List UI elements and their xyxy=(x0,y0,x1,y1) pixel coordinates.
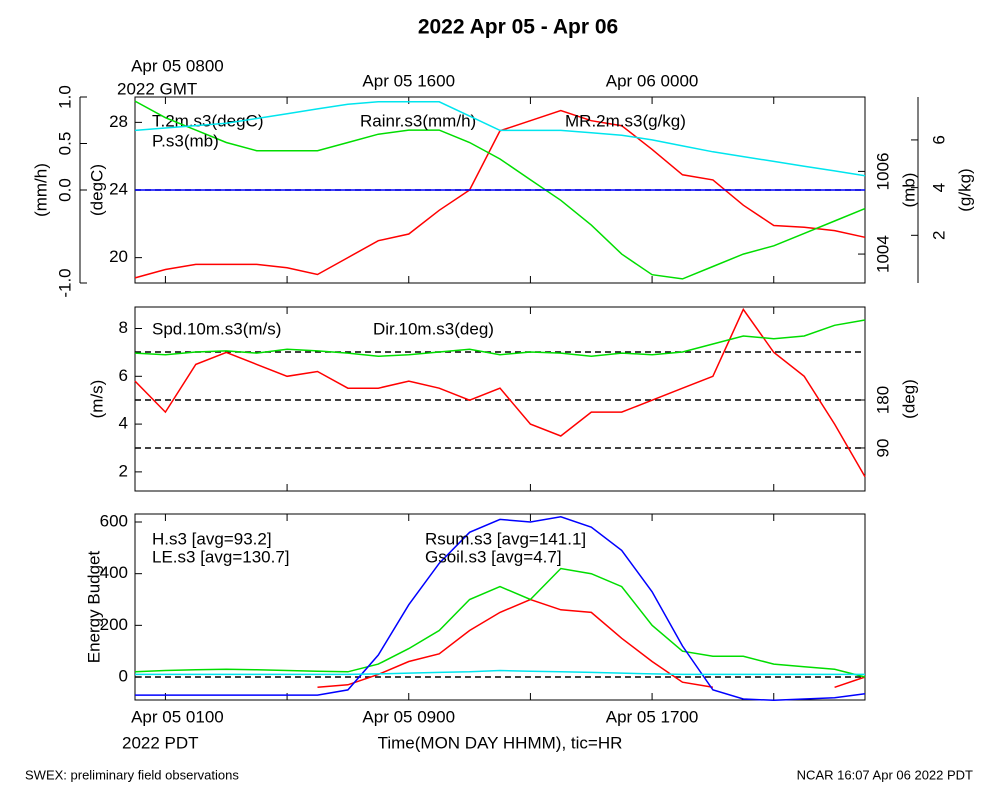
legend-label: Rsum.s3 [avg=141.1] xyxy=(425,529,586,548)
axis-label: (deg) xyxy=(899,379,918,419)
x2-tick-label: Apr 06 0000 xyxy=(606,71,699,90)
chart-title: 2022 Apr 05 - Apr 06 xyxy=(418,16,618,39)
legend-label: LE.s3 [avg=130.7] xyxy=(152,547,290,566)
legend-label: H.s3 [avg=93.2] xyxy=(152,529,272,548)
y-tick-label: 180 xyxy=(873,386,892,414)
axis-label: (mm/h) xyxy=(31,163,50,217)
x2-year: 2022 GMT xyxy=(117,79,197,98)
legend-label: Rainr.s3(mm/h) xyxy=(360,111,476,130)
y-tick-label: 1.0 xyxy=(55,85,74,109)
y-tick-label: 1006 xyxy=(873,152,892,190)
x-tick-label: Apr 05 0100 xyxy=(131,707,224,726)
series-line xyxy=(134,100,866,280)
series-line xyxy=(134,319,866,358)
x-axis-label: Time(MON DAY HHMM), tic=HR xyxy=(378,733,623,752)
y-tick-label: -1.0 xyxy=(55,268,74,297)
plot-frame xyxy=(134,513,866,701)
plot-frame xyxy=(134,306,866,492)
axis-label: Energy Budget xyxy=(84,550,103,663)
y-tick-label: 1004 xyxy=(873,235,892,273)
x-year: 2022 PDT xyxy=(122,733,199,752)
y-tick-label: 4 xyxy=(929,183,948,192)
y-tick-label: 6 xyxy=(119,366,128,385)
y-tick-label: 90 xyxy=(873,439,892,458)
legend-label: Spd.10m.s3(m/s) xyxy=(152,319,281,338)
axis-label: (g/kg) xyxy=(955,168,974,211)
y-tick-label: 0.5 xyxy=(55,132,74,156)
y-tick-label: 2 xyxy=(119,461,128,480)
axis-label: (m/s) xyxy=(87,380,106,419)
y-tick-label: 0.0 xyxy=(55,178,74,202)
legend-label: P.s3(mb) xyxy=(152,131,219,150)
x2-tick-label: Apr 05 1600 xyxy=(362,71,455,90)
y-tick-label: 20 xyxy=(109,247,128,266)
series-line xyxy=(135,669,865,676)
series-line xyxy=(134,101,866,177)
x-tick-label: Apr 05 0900 xyxy=(362,707,455,726)
footer-left: SWEX: preliminary field observations xyxy=(25,767,239,782)
x2-tick-label: Apr 05 0800 xyxy=(131,56,224,75)
axis-label: (mb) xyxy=(899,173,918,208)
y-tick-label: 2 xyxy=(929,231,948,240)
y-tick-label: 8 xyxy=(119,318,128,337)
series-line xyxy=(134,307,866,478)
series-line xyxy=(317,598,866,689)
axis-label: (degC) xyxy=(87,164,106,216)
legend-label: T.2m.s3(degC) xyxy=(152,111,263,130)
series-line xyxy=(135,516,866,702)
y-tick-label: 24 xyxy=(109,179,128,198)
y-tick-label: 6 xyxy=(929,135,948,144)
y-tick-label: 200 xyxy=(100,615,128,634)
series-line xyxy=(134,567,866,678)
legend-label: Dir.10m.s3(deg) xyxy=(373,319,494,338)
y-tick-label: 4 xyxy=(119,414,128,433)
y-tick-label: 28 xyxy=(109,112,128,131)
footer-right: NCAR 16:07 Apr 06 2022 PDT xyxy=(797,767,973,782)
y-tick-label: 600 xyxy=(100,511,128,530)
legend-label: Gsoil.s3 [avg=4.7] xyxy=(425,547,562,566)
y-tick-label: 0 xyxy=(119,666,128,685)
legend-label: MR.2m.s3(g/kg) xyxy=(565,111,686,130)
x-tick-label: Apr 05 1700 xyxy=(606,707,699,726)
y-tick-label: 400 xyxy=(100,563,128,582)
